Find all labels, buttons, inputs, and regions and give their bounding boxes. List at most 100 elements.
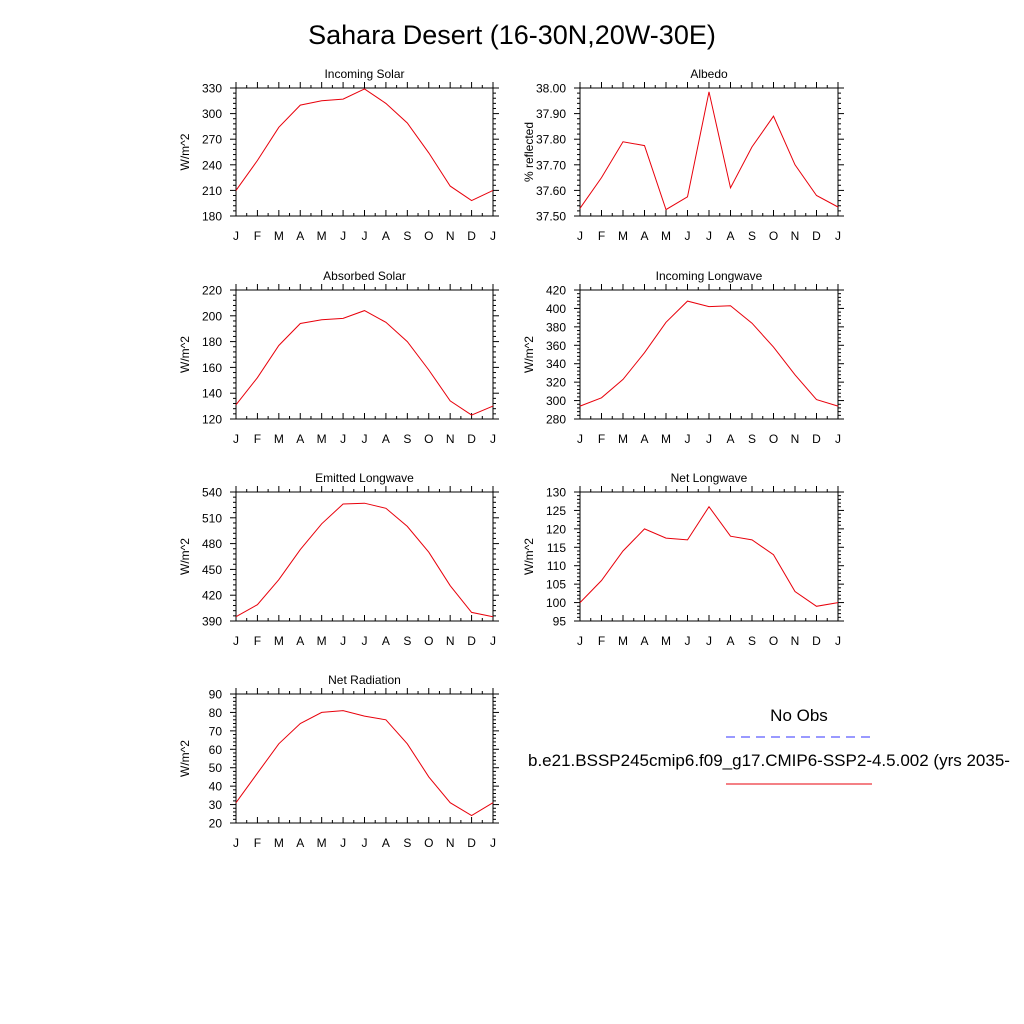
chart-panel-6: J F M A M J J A S O N D J95100105110115120125130Net …: [522, 471, 844, 648]
y-tick-label: 20: [209, 817, 223, 831]
y-tick-label: 37.60: [536, 184, 566, 198]
plot-frame: [235, 289, 494, 420]
y-axis-label: W/m^2: [522, 336, 536, 373]
x-tick-label: A: [726, 432, 734, 446]
x-tick-label: D: [812, 634, 821, 648]
y-tick-label: 90: [209, 688, 223, 702]
plot-frame: [235, 693, 494, 824]
x-tick-label: A: [382, 432, 390, 446]
y-tick-label: 40: [209, 780, 223, 794]
x-tick-label: F: [254, 229, 261, 243]
y-tick-label: 100: [546, 596, 566, 610]
x-tick-label: O: [424, 432, 433, 446]
x-tick-label: F: [254, 634, 261, 648]
x-tick-label: F: [598, 432, 605, 446]
x-tick-label: J: [577, 432, 583, 446]
x-tick-label: N: [791, 634, 800, 648]
x-tick-label: N: [791, 229, 800, 243]
x-tick-label: J: [362, 634, 368, 648]
y-tick-label: 180: [202, 335, 222, 349]
x-tick-label: J: [362, 432, 368, 446]
y-tick-label: 120: [202, 413, 222, 427]
x-tick-label: J: [706, 432, 712, 446]
x-tick-label: J: [340, 432, 346, 446]
x-tick-label: S: [403, 229, 411, 243]
legend-model-label: b.e21.BSSP245cmip6.f09_g17.CMIP6-SSP2-4.…: [528, 751, 1010, 770]
y-tick-label: 320: [546, 376, 566, 390]
y-tick-label: 140: [202, 387, 222, 401]
series-line: [235, 710, 494, 817]
y-tick-label: 70: [209, 724, 223, 738]
x-tick-label: D: [812, 432, 821, 446]
x-tick-label: J: [233, 634, 239, 648]
x-tick-label: J: [577, 229, 583, 243]
y-tick-label: 420: [202, 589, 222, 603]
plot-frame: [235, 491, 494, 622]
series-line: [579, 505, 839, 607]
y-tick-label: 115: [547, 541, 566, 555]
x-tick-label: J: [233, 432, 239, 446]
y-tick-label: 300: [546, 394, 566, 408]
x-tick-label: J: [685, 229, 691, 243]
x-tick-label: O: [424, 836, 433, 850]
y-axis-label: W/m^2: [178, 133, 192, 170]
y-tick-label: 50: [209, 761, 223, 775]
y-tick-label: 540: [202, 486, 222, 500]
x-tick-label: M: [661, 229, 671, 243]
x-tick-label: J: [490, 432, 496, 446]
x-tick-label: N: [446, 634, 455, 648]
series-line: [235, 88, 494, 202]
x-tick-label: N: [446, 836, 455, 850]
y-tick-label: 390: [202, 615, 222, 629]
x-tick-label: O: [424, 229, 433, 243]
x-tick-label: M: [618, 229, 628, 243]
series-line: [579, 91, 839, 211]
x-tick-label: S: [748, 229, 756, 243]
y-tick-label: 240: [202, 158, 222, 172]
y-tick-label: 120: [546, 522, 566, 536]
x-tick-label: J: [340, 836, 346, 850]
x-tick-label: A: [382, 229, 390, 243]
chart-panel-3: J F M A M J J A S O N D J120140160180200220Absorbed …: [178, 269, 499, 446]
y-axis-label: W/m^2: [178, 336, 192, 373]
y-tick-label: 37.80: [536, 133, 566, 147]
x-tick-label: A: [640, 634, 648, 648]
x-tick-label: O: [769, 432, 778, 446]
y-tick-label: 400: [546, 302, 566, 316]
x-tick-label: A: [296, 229, 304, 243]
plot-frame: [579, 87, 839, 217]
y-tick-label: 105: [546, 578, 566, 592]
x-tick-label: J: [685, 634, 691, 648]
x-tick-label: M: [274, 634, 284, 648]
x-tick-label: S: [748, 634, 756, 648]
y-axis-label: W/m^2: [178, 740, 192, 777]
x-tick-label: M: [274, 229, 284, 243]
y-tick-label: 37.90: [536, 107, 566, 121]
x-tick-label: A: [296, 836, 304, 850]
x-tick-label: S: [403, 634, 411, 648]
y-axis-label: % reflected: [522, 122, 536, 182]
x-tick-label: A: [640, 432, 648, 446]
x-tick-label: A: [296, 634, 304, 648]
page-title: Sahara Desert (16-30N,20W-30E): [308, 20, 716, 50]
y-tick-label: 420: [546, 284, 566, 298]
plot-frame: [579, 289, 839, 420]
y-tick-label: 450: [202, 563, 222, 577]
y-tick-label: 280: [546, 413, 566, 427]
x-tick-label: J: [490, 634, 496, 648]
x-tick-label: O: [424, 634, 433, 648]
x-tick-label: J: [362, 229, 368, 243]
chart-title: Incoming Solar: [324, 67, 404, 81]
x-tick-label: J: [835, 432, 841, 446]
y-tick-label: 220: [202, 284, 222, 298]
x-tick-label: M: [317, 432, 327, 446]
y-tick-label: 160: [202, 361, 222, 375]
x-tick-label: F: [254, 432, 261, 446]
x-tick-label: A: [382, 836, 390, 850]
chart-title: Absorbed Solar: [323, 269, 406, 283]
legend-obs-label: No Obs: [770, 706, 828, 725]
chart-title: Net Radiation: [328, 673, 401, 687]
y-tick-label: 110: [547, 559, 566, 573]
x-tick-label: J: [340, 634, 346, 648]
x-tick-label: J: [577, 634, 583, 648]
